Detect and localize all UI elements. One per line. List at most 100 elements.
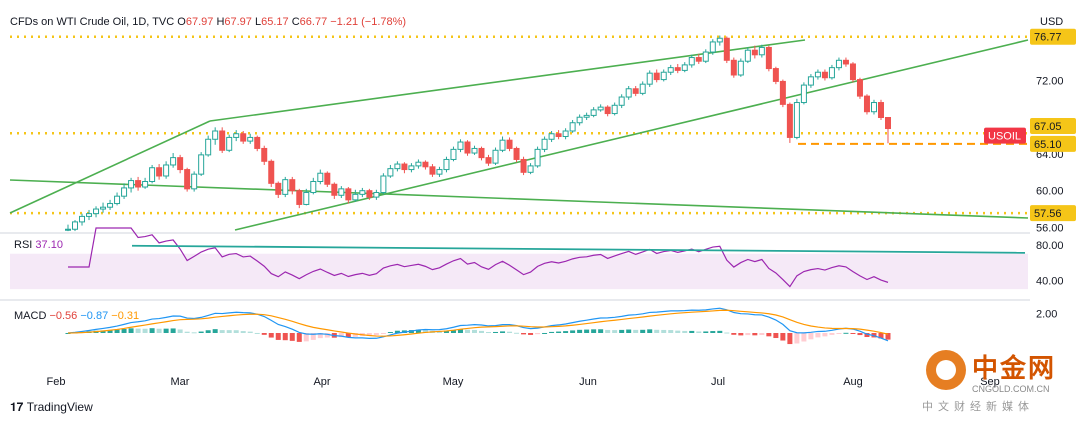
candle (191, 171, 198, 192)
macd-signal-value: −0.31 (111, 310, 140, 322)
candle-body (450, 148, 457, 160)
candle-body (730, 59, 737, 76)
candle (142, 177, 149, 189)
candle (261, 145, 268, 165)
candle-body (751, 49, 758, 56)
macd-histogram-bar (310, 333, 316, 340)
macd-histogram-bar (107, 330, 113, 333)
macd-histogram-bar (808, 333, 814, 340)
candle (653, 69, 660, 83)
candle (688, 54, 695, 68)
candle (408, 163, 415, 173)
candle-body (639, 83, 646, 94)
candle (205, 135, 212, 157)
candle (254, 135, 261, 152)
candle-body (885, 117, 891, 130)
candle (639, 81, 646, 96)
candle-body (303, 192, 310, 205)
candle (751, 45, 758, 59)
watermark-subtitle: 中文财经新媒体 (922, 400, 1034, 413)
macd-histogram-bar (436, 331, 442, 333)
candle-body (443, 158, 450, 171)
candle-body (814, 71, 821, 78)
candle-body (296, 190, 303, 205)
macd-histogram-bar (422, 330, 428, 333)
price-tag: 76.77 (1030, 28, 1076, 45)
candle-body (254, 136, 261, 149)
tradingview-logo[interactable]: 𝟏𝟕 TradingView (10, 400, 93, 415)
macd-histogram-bar (675, 330, 681, 333)
candle (268, 159, 275, 188)
candle-body (457, 141, 464, 150)
rsi-label: RSI (14, 239, 33, 251)
macd-histogram-bar (128, 328, 134, 333)
candle (863, 94, 870, 115)
candle (394, 161, 401, 172)
candle-body (674, 67, 681, 71)
candle-body (135, 180, 142, 188)
candle (303, 188, 310, 206)
candle (289, 176, 296, 195)
candle (422, 160, 429, 170)
candle (870, 99, 877, 115)
macd-histogram-bar (542, 332, 548, 334)
candle-body (590, 109, 597, 116)
macd-histogram-bar (843, 332, 849, 334)
macd-histogram-bar (878, 333, 884, 339)
candle (793, 98, 800, 140)
candle (541, 136, 548, 153)
candle-body (660, 71, 667, 81)
candle (359, 187, 366, 198)
x-tick-label: May (443, 376, 464, 388)
candle-body (352, 193, 359, 201)
candle (121, 183, 128, 199)
price-tag-label: 67.05 (1034, 121, 1062, 133)
candle (184, 167, 191, 192)
candle (737, 58, 744, 77)
trendline (9, 120, 211, 214)
candle-body (107, 203, 114, 208)
price-tag-bg (984, 127, 1026, 144)
macd-histogram-bar (717, 330, 723, 333)
price-tag-label: USOIL (988, 131, 1021, 143)
candle-body (415, 161, 422, 167)
candle (814, 69, 821, 80)
macd-histogram-bar (114, 329, 120, 333)
macd-histogram-bar (121, 328, 127, 333)
candle-body (688, 57, 695, 66)
macd-histogram-bar (275, 333, 281, 340)
candle (93, 206, 100, 218)
candle (604, 105, 611, 117)
macd-histogram-bar (507, 331, 513, 333)
macd-histogram-bar (394, 330, 400, 333)
rsi-legend: RSI 37.10 (14, 239, 63, 251)
candle (513, 146, 520, 163)
macd-histogram-bar (885, 333, 891, 340)
candle (156, 164, 163, 180)
candle-body (387, 168, 394, 177)
chart-header: CFDs on WTI Crude Oil, 1D, TVC O67.97 H6… (10, 16, 406, 28)
macd-histogram-bar (198, 331, 204, 333)
macd-histogram-bar (233, 330, 239, 333)
candle-body (429, 166, 436, 175)
candle-body (821, 71, 828, 79)
candle-body (359, 190, 366, 195)
candle (212, 127, 219, 145)
candle (583, 112, 590, 120)
candle-body (569, 122, 576, 132)
candle-body (492, 149, 499, 164)
macd-histogram-bar (766, 333, 772, 337)
candle-body (317, 172, 324, 182)
candle (527, 163, 534, 175)
macd-histogram-bar (556, 331, 562, 333)
macd-histogram-bar (415, 329, 421, 333)
candle-body (205, 138, 212, 156)
candle (373, 189, 380, 200)
macd-histogram-bar (668, 330, 674, 333)
candle-body (170, 157, 177, 166)
candle (233, 130, 240, 142)
candle (730, 57, 737, 78)
macd-histogram-bar (514, 332, 520, 334)
candle-body (723, 37, 730, 61)
